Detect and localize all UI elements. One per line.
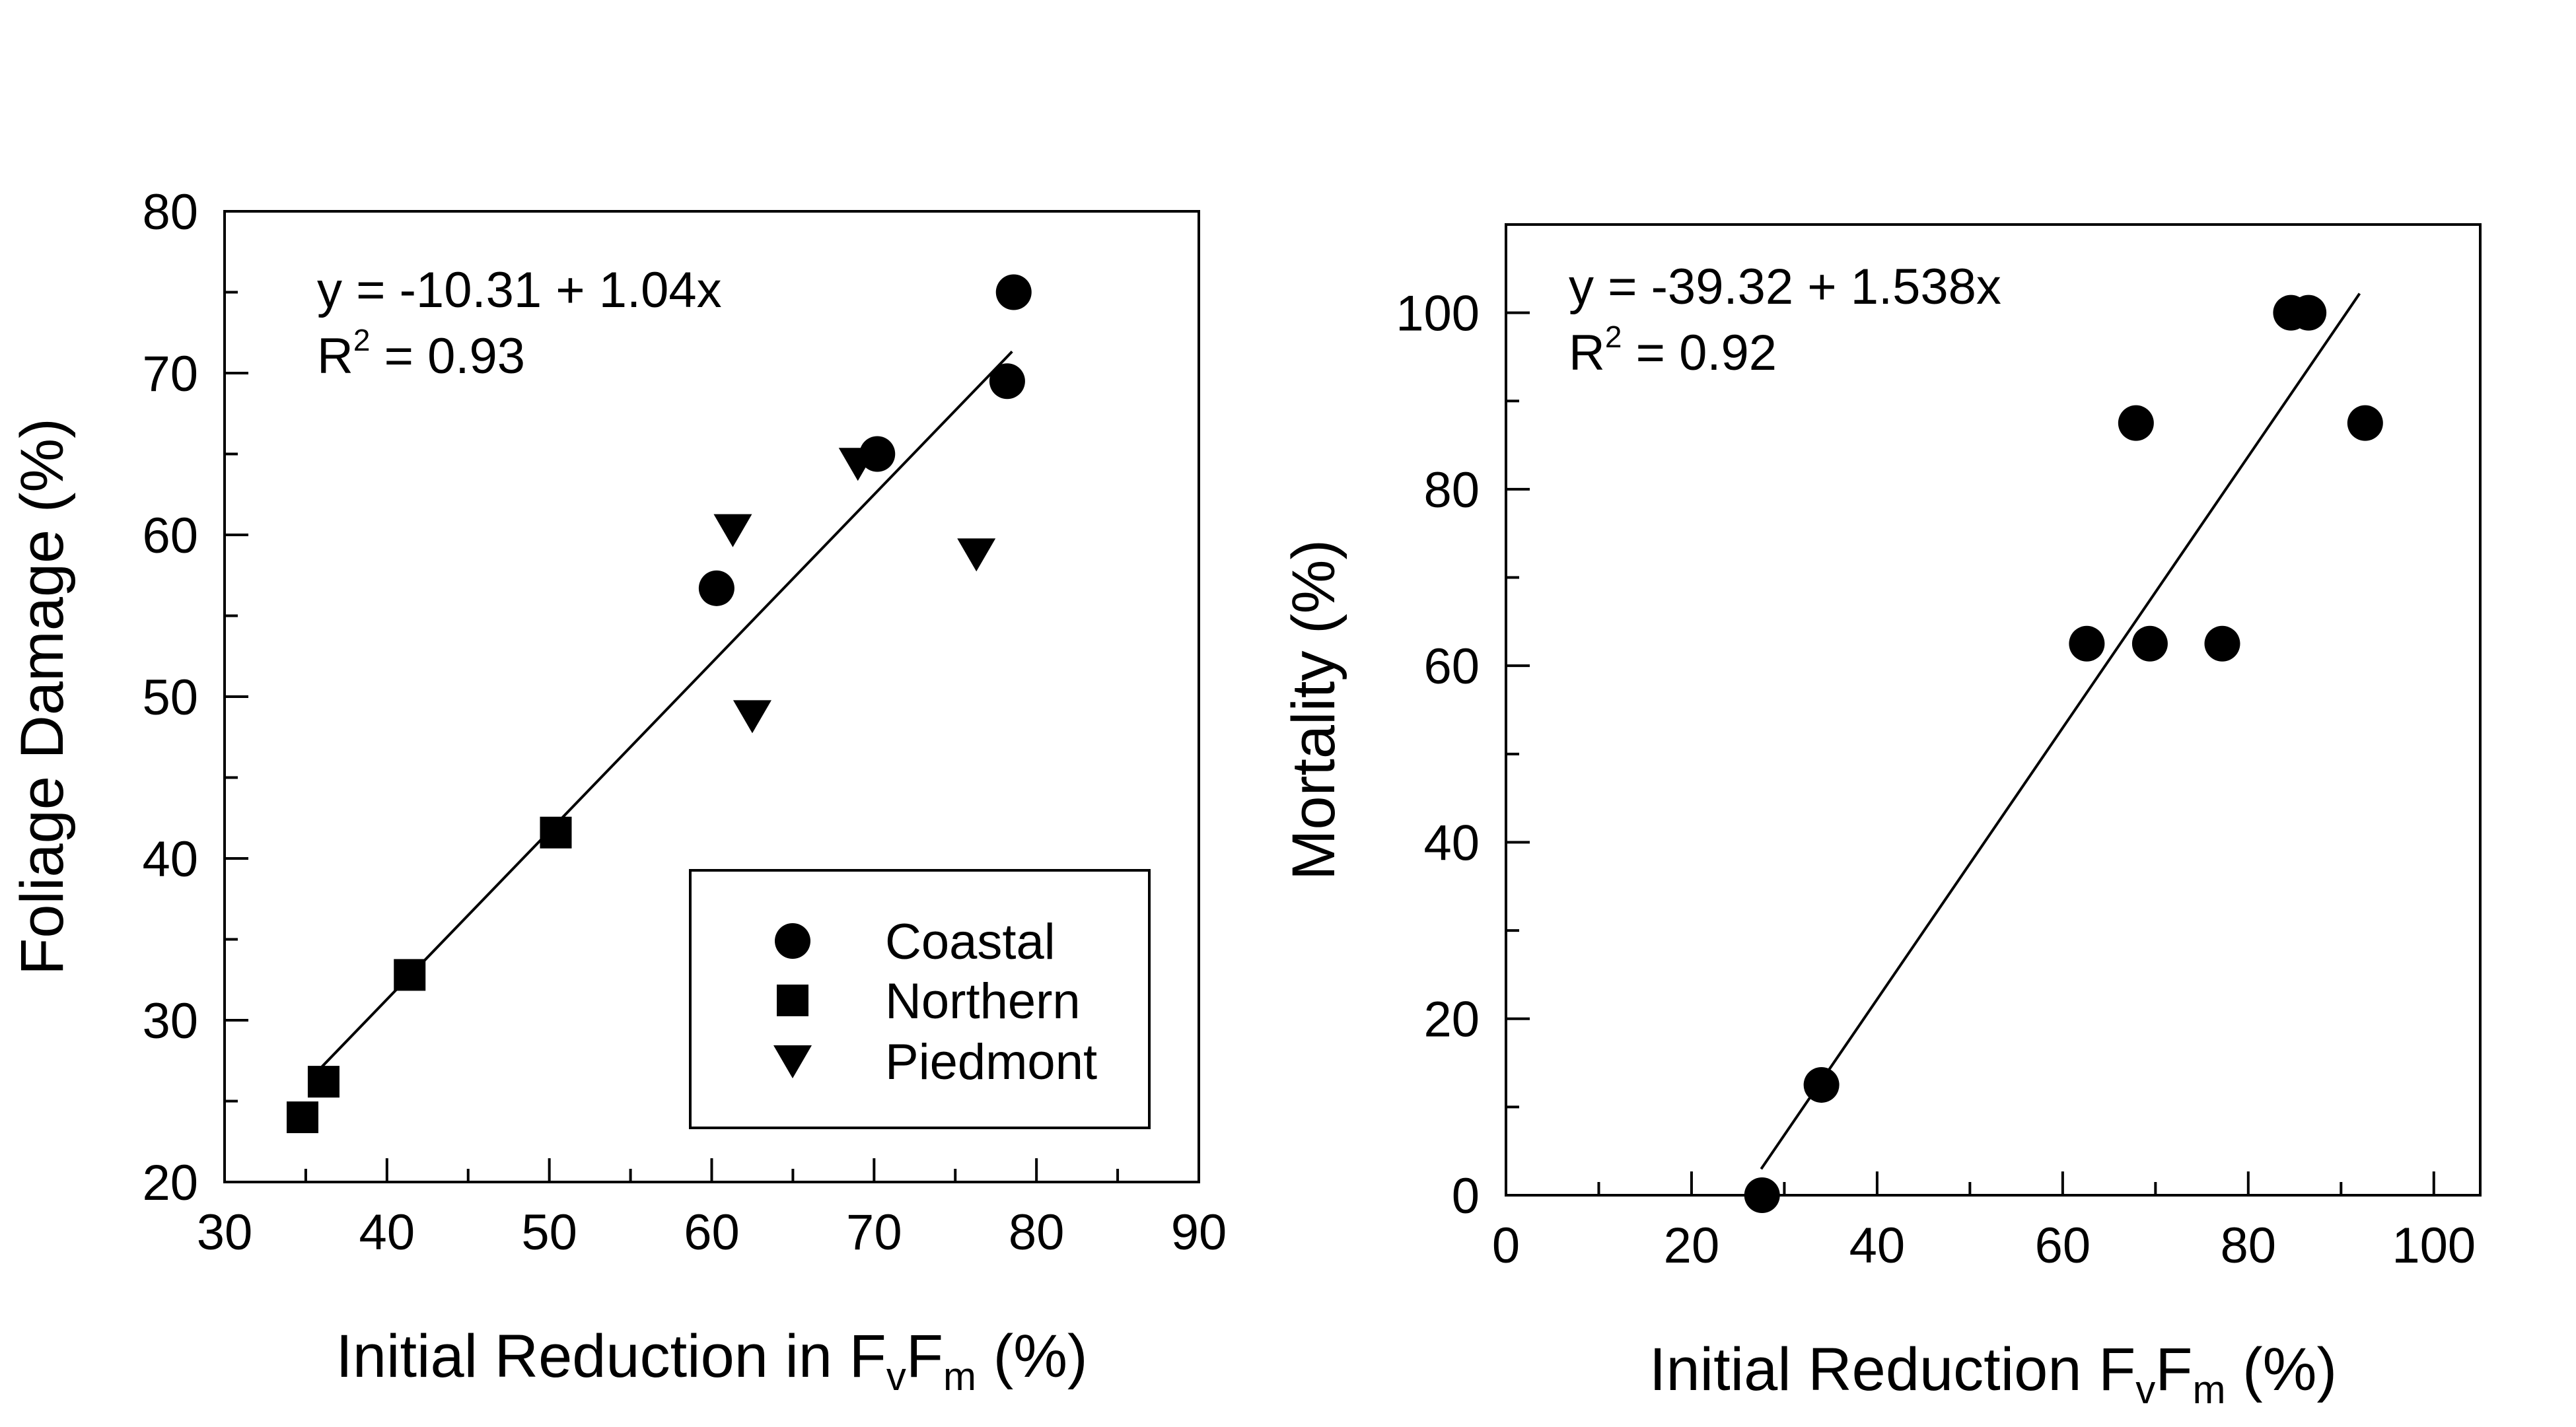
y-axis-title: Mortality (%): [1280, 539, 1347, 880]
data-point-circle: [2069, 625, 2105, 662]
r-squared-exponent: 2: [353, 323, 371, 357]
r-squared-label: R2 = 0.93: [317, 323, 525, 384]
x-axis-title-part: F: [2155, 1336, 2192, 1403]
plot-frame: [1505, 223, 2482, 1197]
regression-line: [1760, 293, 2361, 1170]
x-axis-title-subscript: m: [2192, 1368, 2225, 1412]
x-tick-label: 80: [2221, 1218, 2277, 1274]
x-tick-label: 60: [2035, 1218, 2091, 1274]
x-tick-label: 90: [1171, 1204, 1227, 1261]
data-point-circle: [859, 436, 896, 472]
x-axis-title-subscript: v: [886, 1354, 906, 1399]
x-axis-title-part: F: [906, 1323, 943, 1390]
y-axis-title: Foliage Damage (%): [9, 418, 76, 975]
x-axis-title-part: (%): [976, 1323, 1088, 1390]
y-tick-label: 100: [1396, 286, 1480, 342]
y-tick-label: 60: [1423, 639, 1480, 695]
legend-marker-square: [777, 985, 808, 1016]
data-point-triangle-down: [957, 538, 996, 572]
x-axis-title-part: Initial Reduction in F: [336, 1323, 886, 1390]
y-tick-label: 70: [142, 346, 198, 402]
y-tick-label: 0: [1452, 1168, 1480, 1224]
legend-label: Piedmont: [885, 1034, 1097, 1090]
r-squared-value: = 0.92: [1622, 325, 1777, 381]
regression-equation: y = -39.32 + 1.538x: [1569, 259, 2001, 315]
data-point-square: [287, 1101, 318, 1133]
data-point-circle: [2204, 625, 2240, 662]
y-tick-label: 80: [142, 184, 198, 240]
data-point-circle: [1744, 1177, 1780, 1213]
x-tick-label: 0: [1492, 1218, 1520, 1274]
y-tick-label: 50: [142, 670, 198, 726]
r-squared-exponent: 2: [1605, 320, 1622, 354]
r-squared-prefix: R: [317, 328, 353, 384]
x-axis-title-subscript: m: [943, 1354, 976, 1399]
x-tick-label: 30: [197, 1204, 253, 1261]
data-point-circle: [989, 363, 1025, 400]
x-tick-label: 70: [846, 1204, 902, 1261]
x-tick-label: 100: [2392, 1218, 2476, 1274]
legend-marker-circle: [775, 923, 810, 959]
data-point-circle: [2118, 405, 2154, 441]
legend-label: Coastal: [885, 914, 1055, 970]
x-axis-title: Initial Reduction in FvFm (%): [336, 1323, 1087, 1399]
data-point-triangle-down: [838, 448, 877, 481]
x-axis-title: Initial Reduction FvFm (%): [1649, 1336, 2337, 1412]
regression-equation: y = -10.31 + 1.04x: [317, 262, 722, 318]
x-axis-title-part: (%): [2225, 1336, 2337, 1403]
regression-line: [321, 351, 1013, 1068]
legend-marker-triangle-down: [773, 1045, 812, 1078]
data-point-circle: [995, 274, 1032, 310]
legend-box: [689, 869, 1151, 1129]
data-point-circle: [2291, 295, 2327, 331]
data-point-square: [307, 1066, 340, 1098]
legend-label: Northern: [885, 973, 1081, 1029]
data-point-square: [394, 959, 426, 991]
data-point-square: [540, 816, 572, 849]
x-tick-label: 60: [684, 1204, 740, 1261]
y-tick-label: 30: [142, 993, 198, 1049]
x-tick-label: 40: [1849, 1218, 1906, 1274]
data-point-circle: [698, 570, 734, 606]
data-point-triangle-down: [733, 700, 771, 734]
x-axis-title-subscript: v: [2135, 1368, 2155, 1412]
x-tick-label: 40: [359, 1204, 415, 1261]
y-tick-label: 40: [142, 831, 198, 888]
chart-mortality: 0 20 40 60 80 100 0 20 40 60 80 100 Initial Reductio…: [1280, 223, 2482, 1412]
x-tick-label: 20: [1664, 1218, 1720, 1274]
data-point-circle: [1803, 1066, 1840, 1103]
y-tick-label: 40: [1423, 815, 1480, 871]
x-axis-title-part: Initial Reduction F: [1649, 1336, 2135, 1403]
r-squared-prefix: R: [1569, 325, 1605, 381]
r-squared-label: R2 = 0.92: [1569, 320, 1777, 381]
x-tick-label: 80: [1009, 1204, 1065, 1261]
r-squared-value: = 0.93: [370, 328, 525, 384]
data-point-triangle-down: [713, 514, 752, 547]
y-tick-label: 20: [1423, 992, 1480, 1048]
y-tick-label: 60: [142, 508, 198, 564]
data-point-circle: [2131, 625, 2168, 662]
data-point-circle: [2347, 405, 2383, 441]
x-tick-label: 50: [521, 1204, 577, 1261]
y-tick-label: 80: [1423, 462, 1480, 518]
y-tick-label: 20: [142, 1155, 198, 1211]
